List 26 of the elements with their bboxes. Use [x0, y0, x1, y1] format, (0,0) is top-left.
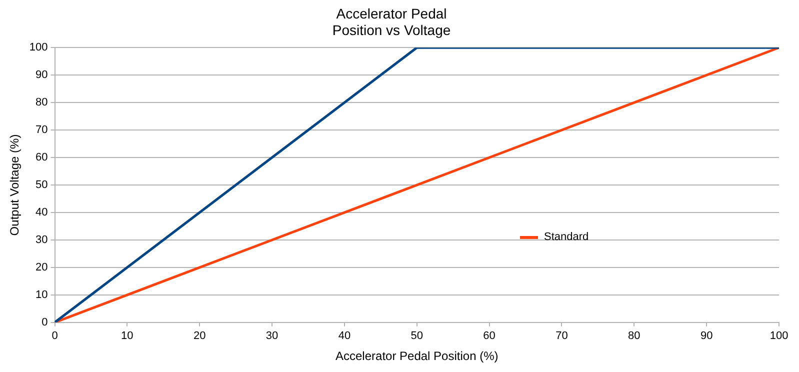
y-tick-label: 50: [36, 179, 48, 192]
x-axis-title: Accelerator Pedal Position (%): [336, 349, 498, 364]
y-tick-label: 100: [29, 42, 48, 54]
y-tick-label: 80: [36, 96, 48, 109]
x-tick-label: 60: [483, 330, 496, 342]
x-tick-label: 20: [193, 330, 206, 342]
x-tick-label: 70: [556, 330, 568, 342]
y-tick-label: 10: [36, 288, 48, 301]
y-axis-title: Output Voltage (%): [8, 134, 22, 236]
x-tick-label: 0: [52, 330, 58, 342]
y-tick-label: 70: [36, 124, 48, 136]
x-tick-label: 40: [338, 330, 351, 342]
chart-title: Accelerator Pedal Position vs Voltage: [332, 5, 451, 38]
y-tick-label: 40: [36, 206, 48, 219]
x-tick-label: 50: [410, 330, 423, 342]
y-tick-label: 0: [42, 316, 48, 328]
legend-label: Standard: [544, 231, 589, 243]
y-tick-label: 60: [36, 152, 48, 164]
x-tick-label: 100: [770, 330, 788, 342]
x-tick-label: 30: [266, 330, 278, 342]
y-tick-label: 30: [36, 234, 48, 246]
x-tick-label: 10: [121, 330, 134, 342]
x-tick-label: 80: [628, 330, 640, 342]
y-tick-label: 20: [36, 261, 48, 274]
x-tick-label: 90: [700, 330, 713, 342]
y-tick-label: 90: [36, 69, 48, 82]
